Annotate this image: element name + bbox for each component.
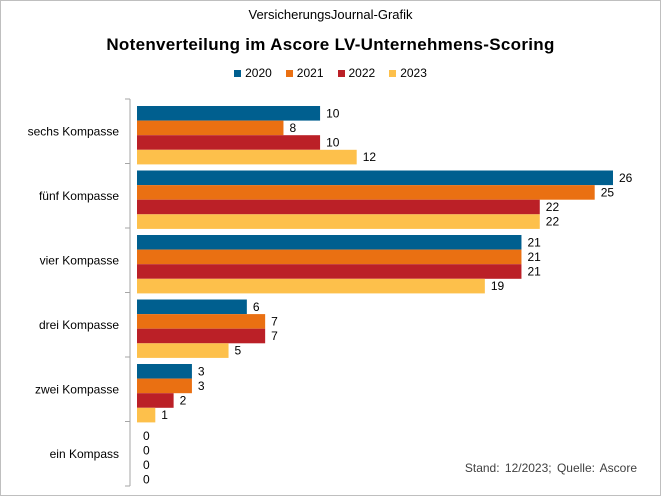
legend-item-2021: 2021 bbox=[285, 66, 324, 80]
data-label: 25 bbox=[601, 185, 615, 199]
data-label: 3 bbox=[198, 364, 205, 378]
chart-source-label: VersicherungsJournal-Grafik bbox=[248, 7, 413, 22]
data-label: 0 bbox=[143, 429, 150, 443]
bar-2020 bbox=[137, 235, 522, 250]
bar-2023 bbox=[137, 278, 485, 294]
data-label: 26 bbox=[619, 171, 633, 185]
legend-swatch bbox=[234, 69, 242, 77]
category-label: vier Kompasse bbox=[40, 253, 120, 267]
data-label: 10 bbox=[326, 136, 340, 150]
bar-2023 bbox=[137, 149, 357, 165]
legend-swatch bbox=[285, 69, 293, 77]
data-label: 6 bbox=[253, 300, 260, 314]
bar-2023 bbox=[137, 214, 540, 229]
bar-2022 bbox=[137, 135, 321, 150]
data-label: 19 bbox=[491, 279, 505, 293]
bar-2021 bbox=[137, 249, 522, 265]
legend-item-2022: 2022 bbox=[337, 66, 376, 80]
category-label: ein Kompass bbox=[50, 447, 119, 461]
legend-label: 2020 bbox=[245, 66, 272, 80]
chart-legend: 2020 2021 2022 2023 bbox=[0, 66, 661, 80]
category-label: zwei Kompasse bbox=[35, 382, 119, 396]
bar-2020 bbox=[137, 364, 192, 379]
bar-2022 bbox=[137, 264, 522, 279]
data-label: 21 bbox=[527, 250, 541, 264]
data-label: 22 bbox=[546, 200, 560, 214]
data-label: 22 bbox=[546, 215, 560, 229]
data-label: 5 bbox=[235, 344, 242, 358]
data-label: 21 bbox=[527, 265, 541, 279]
data-label: 0 bbox=[143, 473, 150, 487]
data-label: 8 bbox=[289, 121, 296, 135]
data-label: 1 bbox=[161, 408, 168, 422]
bar-2021 bbox=[137, 314, 266, 329]
bar-2021 bbox=[137, 120, 284, 136]
bar-2021 bbox=[137, 185, 595, 200]
legend-item-2020: 2020 bbox=[234, 66, 272, 80]
bar-2020 bbox=[137, 170, 613, 186]
bar-2022 bbox=[137, 393, 174, 408]
legend-swatch bbox=[337, 69, 345, 77]
legend-label: 2023 bbox=[400, 66, 427, 80]
data-label: 7 bbox=[271, 329, 278, 343]
bar-2021 bbox=[137, 378, 192, 394]
data-label: 21 bbox=[527, 235, 541, 249]
legend-label: 2021 bbox=[296, 66, 324, 80]
legend-swatch bbox=[389, 69, 397, 77]
category-label: sechs Kompasse bbox=[28, 124, 120, 138]
data-label: 12 bbox=[363, 150, 377, 164]
data-label: 0 bbox=[143, 443, 150, 457]
bar-2020 bbox=[137, 106, 321, 121]
category-label: drei Kompasse bbox=[39, 318, 119, 332]
bar-2023 bbox=[137, 343, 229, 358]
bar-2023 bbox=[137, 407, 156, 423]
chart-footnote: Stand: 12/2023; Quelle: Ascore bbox=[464, 461, 637, 475]
legend-item-2023: 2023 bbox=[389, 66, 427, 80]
chart-title: Notenverteilung im Ascore LV-Unternehmen… bbox=[106, 35, 555, 54]
data-label: 7 bbox=[271, 314, 278, 328]
data-label: 2 bbox=[180, 394, 187, 408]
bar-2022 bbox=[137, 199, 540, 215]
data-label: 3 bbox=[198, 379, 205, 393]
data-label: 0 bbox=[143, 458, 150, 472]
bar-2020 bbox=[137, 299, 247, 315]
legend-label: 2022 bbox=[348, 66, 376, 80]
category-label: fünf Kompasse bbox=[39, 189, 119, 203]
bar-2022 bbox=[137, 328, 266, 344]
data-label: 10 bbox=[326, 106, 340, 120]
